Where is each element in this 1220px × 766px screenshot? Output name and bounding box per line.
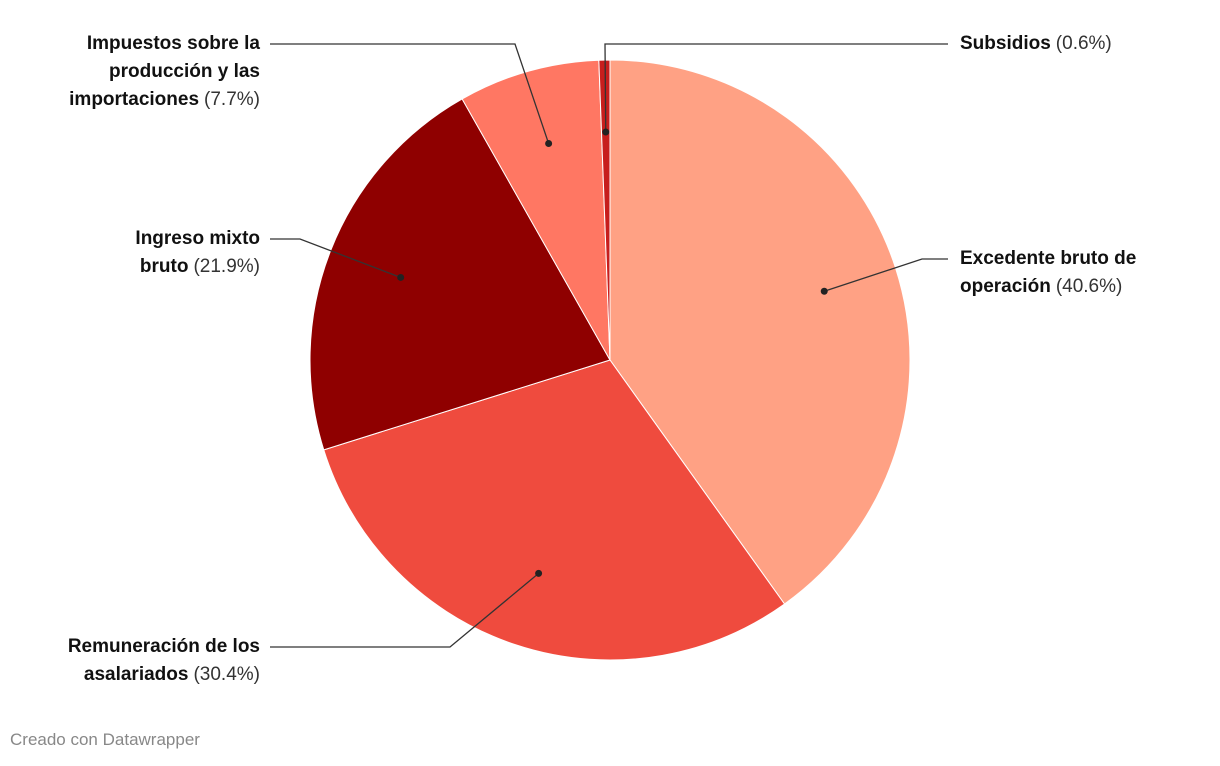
pie-slice [461,59,611,361]
slice-label: Subsidios (0.6%) [960,30,1112,58]
leader-line [270,572,540,648]
leader-line [824,258,948,292]
slice-label: Excedente bruto de operación (40.6%) [960,245,1180,301]
label-value: (21.9%) [193,256,260,277]
label-value: (30.4%) [193,664,260,685]
label-value: (0.6%) [1055,33,1112,54]
credit: Creado con Datawrapper [10,730,200,749]
pie-slice [323,359,786,661]
label-name: Excedente bruto de operación [960,248,1137,297]
leader-line [270,238,401,279]
leader-line [270,43,550,144]
leader-dot [535,569,543,577]
leader-line [604,43,948,133]
slice-label: Ingreso mixto bruto (21.9%) [40,225,260,281]
leader-dot [820,287,828,295]
slice-label: Impuestos sobre la producción y las impo… [25,30,260,114]
leader-dot [397,273,405,281]
label-name: Remuneración de los asalariados [67,636,260,685]
label-name: Impuestos sobre la producción y las impo… [69,33,260,110]
label-name: Ingreso mixto bruto [135,228,260,277]
label-name: Subsidios [960,33,1051,54]
label-value: (7.7%) [204,89,260,110]
leader-dot [602,128,610,136]
label-value: (40.6%) [1055,276,1123,297]
pie-slice [309,98,611,451]
leader-dot [545,140,553,148]
slice-label: Remuneración de los asalariados (30.4%) [20,633,260,689]
